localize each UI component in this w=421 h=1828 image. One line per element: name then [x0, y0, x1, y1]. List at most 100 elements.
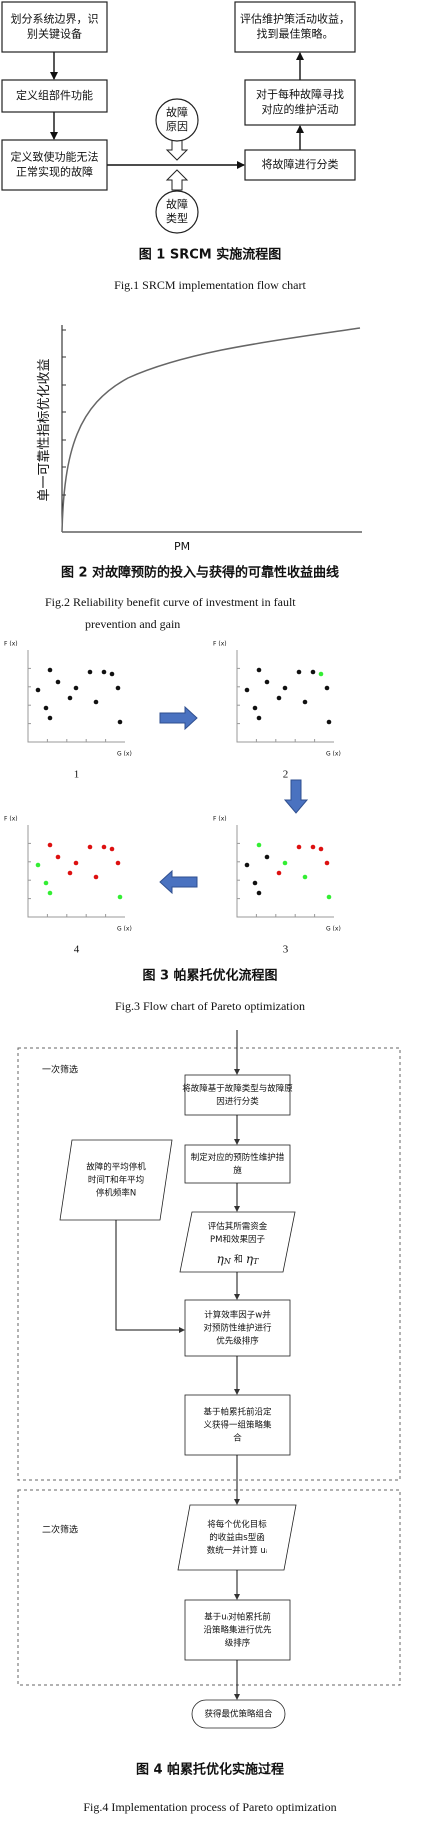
- scatter-point: [310, 844, 316, 850]
- scatter-point: [115, 685, 121, 691]
- scatter-point: [47, 667, 53, 673]
- node-text: 停机频率N: [96, 1188, 136, 1199]
- scatter-point: [43, 880, 49, 886]
- panel-axes: [27, 825, 125, 918]
- formula-part: 和: [234, 1254, 243, 1265]
- scatter-point: [55, 854, 61, 860]
- scatter-point: [318, 846, 324, 852]
- scatter-point: [326, 719, 332, 725]
- scatter-point: [101, 844, 107, 850]
- scatter-point: [256, 890, 262, 896]
- fig2-caption-en: Fig.2 Reliability benefit curve of inves…: [45, 595, 296, 609]
- scatter-point: [67, 870, 73, 876]
- flow-box: [234, 1, 356, 53]
- scatter-panel: F (x) G (x) 3: [213, 816, 341, 956]
- flow-box: [184, 1299, 291, 1357]
- scatter-point: [47, 842, 53, 848]
- node-text: 数统一并计算 uᵢ: [207, 1545, 268, 1556]
- scatter-point: [73, 860, 79, 866]
- scatter-point: [55, 679, 61, 685]
- scatter-point: [35, 687, 41, 693]
- box-text: 将故障进行分类: [262, 157, 339, 171]
- node-text: 将故障基于故障类型与故障原: [182, 1083, 293, 1094]
- formula-part: η: [246, 1252, 254, 1266]
- fig2-caption-cn: 图 2 对故障预防的投入与获得的可靠性收益曲线: [61, 565, 339, 581]
- y-axis-label: F (x): [213, 641, 227, 648]
- scatter-point: [93, 699, 99, 705]
- fig1-caption-cn: 图 1 SRCM 实施流程图: [139, 247, 281, 263]
- flow-box: [184, 1144, 291, 1184]
- node-text: 施: [233, 1165, 242, 1176]
- flow-box: [1, 1, 108, 53]
- scatter-point: [276, 695, 282, 701]
- scatter-point: [296, 844, 302, 850]
- node-text: 评估其所需资金: [208, 1221, 268, 1232]
- node-text: 获得最优策略组合: [204, 1709, 273, 1720]
- flow-box: [184, 1074, 291, 1116]
- flow-box: [184, 1394, 291, 1456]
- scatter-point: [324, 685, 330, 691]
- scatter-panel: F (x) G (x) 4: [4, 816, 132, 956]
- scatter-panel: F (x) G (x) 2: [213, 641, 341, 781]
- box-text: 定义组部件功能: [16, 88, 93, 102]
- circle-text: 原因: [166, 120, 188, 133]
- scatter-point: [326, 894, 332, 900]
- scatter-point: [252, 705, 258, 711]
- scatter-point: [87, 669, 93, 675]
- scatter-point: [256, 667, 262, 673]
- node-text: PM和效果因子: [210, 1234, 265, 1245]
- scatter-point: [109, 671, 115, 677]
- panel-axes: [236, 825, 334, 918]
- flow-box: [1, 139, 108, 191]
- box-text: 对于每种故障寻找: [256, 87, 344, 101]
- box-text: 评估维护策活动收益，: [240, 12, 350, 26]
- panel-axes: [236, 650, 334, 743]
- panel-label: 4: [74, 944, 80, 956]
- node-text: 故障的平均停机: [86, 1162, 146, 1173]
- scatter-point: [43, 705, 49, 711]
- formula: ηN 和 ηT: [217, 1252, 259, 1267]
- box-text: 划分系统边界，识: [11, 13, 99, 26]
- box-text: 定义致使功能无法: [11, 150, 99, 164]
- stage-label: 二次筛选: [42, 1524, 78, 1536]
- node-text: 优先级排序: [216, 1336, 259, 1347]
- x-axis-label: G (x): [326, 751, 341, 758]
- data-box: [179, 1211, 296, 1273]
- scatter-point: [256, 842, 262, 848]
- scatter-point: [109, 846, 115, 852]
- node-text: 沿策略集进行优先: [203, 1625, 272, 1636]
- data-box: [59, 1139, 173, 1221]
- scatter-point: [101, 669, 107, 675]
- fig2-x-label: PM: [174, 540, 190, 553]
- scatter-point: [252, 880, 258, 886]
- node-text: 级排序: [225, 1638, 251, 1649]
- cause-circle: [155, 98, 199, 142]
- panel-label: 2: [283, 769, 289, 781]
- node-text: 将每个优化目标: [207, 1519, 267, 1530]
- scatter-point: [282, 860, 288, 866]
- formula-part: η: [217, 1252, 225, 1266]
- fig3-caption-en: Fig.3 Flow chart of Pareto optimization: [115, 999, 305, 1013]
- y-axis-label: F (x): [4, 641, 18, 648]
- fig1-caption-en: Fig.1 SRCM implementation flow chart: [114, 278, 306, 292]
- box-text: 正常实现的故障: [16, 165, 93, 179]
- scatter-point: [296, 669, 302, 675]
- circle-text: 故障: [166, 197, 188, 211]
- fig1-connectors: [50, 52, 304, 191]
- node-text: 基于帕累托前沿定: [203, 1407, 272, 1418]
- scatter-point: [93, 874, 99, 880]
- node-text: 因进行分类: [216, 1096, 259, 1107]
- x-axis-label: G (x): [117, 751, 132, 758]
- flow-box: [184, 1599, 291, 1661]
- cause-circle: [155, 190, 199, 234]
- box-text: 别关键设备: [27, 27, 82, 41]
- flow-box: [1, 79, 108, 113]
- node-text: 基于uᵢ对帕累托前: [204, 1612, 271, 1623]
- scatter-point: [276, 870, 282, 876]
- scatter-point: [47, 715, 53, 721]
- scatter-point: [302, 874, 308, 880]
- node-text: 时间T和年平均: [88, 1175, 144, 1186]
- node-text: 义获得一组策略集: [203, 1420, 272, 1431]
- fig4-caption-cn: 图 4 帕累托优化实施过程: [136, 1762, 284, 1778]
- scatter-point: [67, 695, 73, 701]
